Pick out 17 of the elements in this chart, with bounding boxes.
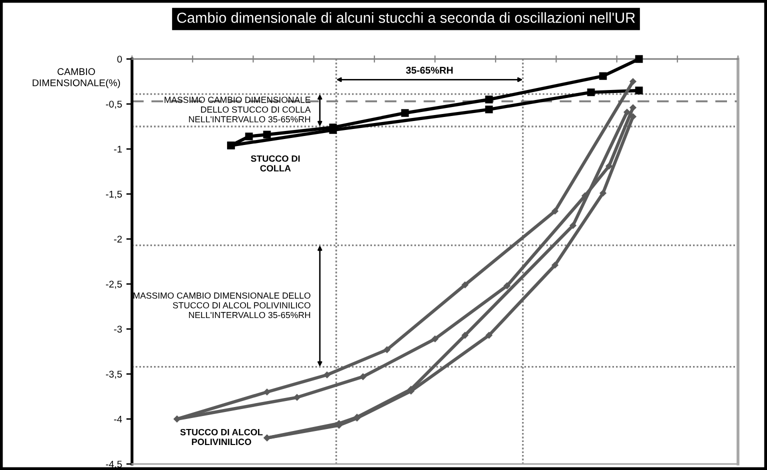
annotation: MASSIMO CAMBIO DIMENSIONALE DELLO STUCCO DI ALCOL POLIVINILICO NELL'INTERVALLO 35-65%RH [134, 292, 310, 318]
y-tick-label: -3,5 [106, 370, 122, 379]
series-label: STUCCO DI ALCOL POLIVINILICO [180, 428, 263, 446]
annotation: MASSIMO CAMBIO DIMENSIONALE DELLO STUCCO DI COLLA NELL'INTERVALLO 35-65%RH [164, 96, 311, 122]
y-tick-label: -2,5 [106, 280, 122, 289]
y-tick-label: -4 [114, 416, 122, 423]
chart-title: Cambio dimensionale di alcuni stucchi a seconda di oscillazioni nell'UR [177, 12, 635, 23]
y-tick-label: 0 [117, 56, 122, 63]
y-tick-label: -1,5 [106, 190, 122, 199]
annotation: 35-65%RH [406, 66, 453, 74]
series-label: STUCCO DI COLLA [250, 155, 300, 172]
y-tick-label: -2 [114, 236, 122, 243]
y-tick-label: -3 [114, 326, 122, 333]
y-tick-label: -1 [114, 146, 122, 153]
y-axis-title: CAMBIO DIMENSIONALE(%) [32, 68, 120, 88]
y-tick-label: -0,5 [106, 100, 122, 109]
y-tick-label: -4,5 [106, 460, 122, 469]
